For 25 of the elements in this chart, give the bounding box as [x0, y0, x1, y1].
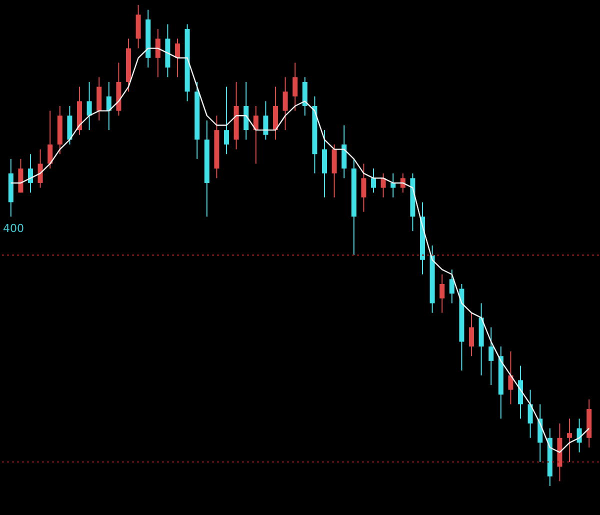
candlestick: [38, 148, 43, 188]
candlestick: [528, 389, 533, 438]
candlestick: [155, 28, 160, 78]
candlestick: [224, 86, 229, 155]
candlestick: [28, 154, 33, 194]
candlestick: [48, 110, 53, 170]
candlestick: [361, 163, 366, 212]
candlestick: [400, 172, 406, 194]
candlestick: [86, 81, 92, 131]
candlestick: [282, 76, 288, 131]
candlestick: [440, 274, 445, 314]
candlestick: [390, 172, 396, 198]
candlestick: [292, 62, 298, 112]
candlestick: [567, 418, 572, 462]
candlestick: [449, 269, 454, 304]
candlestick: [175, 38, 180, 78]
candlestick: [253, 106, 258, 164]
candlestick: [469, 312, 474, 357]
candlestick: [263, 100, 268, 140]
candlestick: [508, 350, 514, 405]
candlestick: [371, 168, 376, 194]
candlestick: [380, 172, 386, 198]
candlestick: [106, 81, 112, 131]
annotation: 400: [3, 222, 24, 235]
candlestick: [488, 326, 494, 386]
